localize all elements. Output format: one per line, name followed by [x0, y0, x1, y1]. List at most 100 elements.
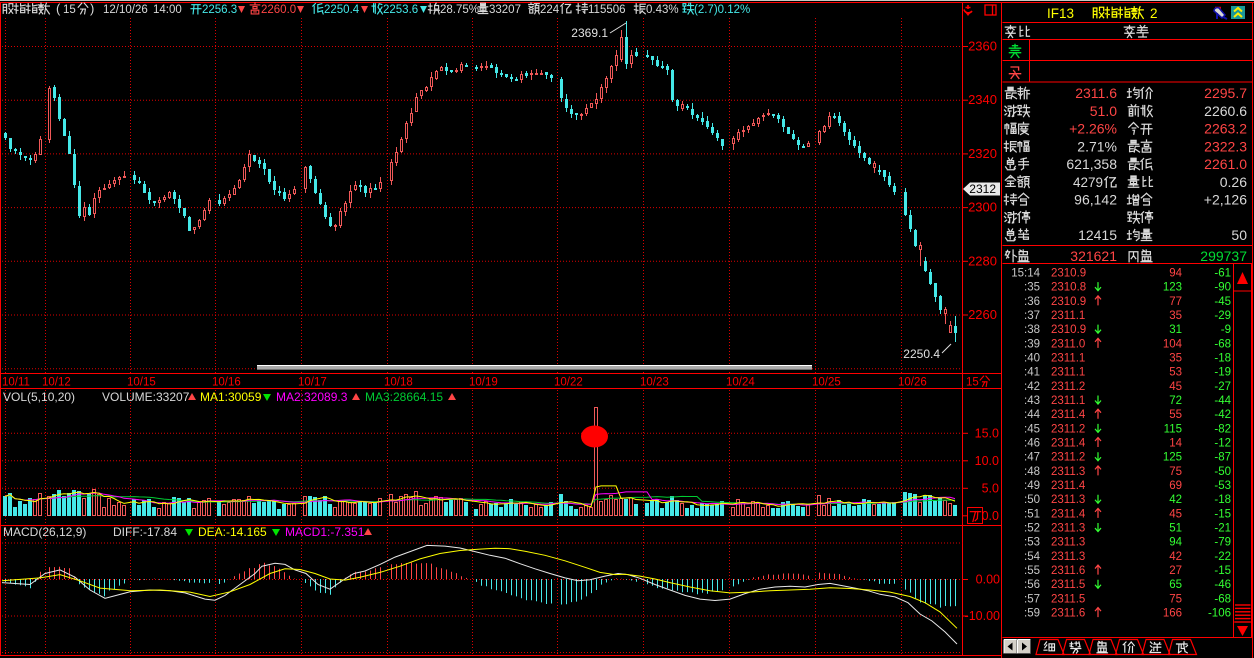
- svg-text:2311.3: 2311.3: [1051, 523, 1085, 535]
- svg-text:2311.4: 2311.4: [1051, 438, 1086, 450]
- svg-text:53: 53: [1169, 367, 1182, 379]
- svg-text:2320: 2320: [968, 146, 997, 161]
- svg-text:55: 55: [1169, 409, 1182, 421]
- svg-text:-44: -44: [1214, 395, 1231, 407]
- svg-text:-21: -21: [1214, 523, 1231, 535]
- svg-text:65: 65: [1169, 579, 1182, 591]
- svg-text:10.0: 10.0: [975, 454, 999, 468]
- svg-text:2340: 2340: [968, 92, 997, 107]
- svg-text:2.71%: 2.71%: [1077, 138, 1117, 154]
- svg-text:35: 35: [1169, 353, 1182, 365]
- svg-text:-19: -19: [1214, 367, 1231, 379]
- svg-text:15: 15: [966, 377, 979, 389]
- svg-text:12415: 12415: [1078, 227, 1117, 243]
- svg-text:77: 77: [1169, 296, 1182, 308]
- svg-text::55: :55: [1024, 565, 1040, 577]
- svg-text:2261.0: 2261.0: [1204, 156, 1247, 172]
- svg-text:2280: 2280: [968, 253, 997, 268]
- svg-text::47: :47: [1024, 452, 1040, 464]
- svg-text:-82: -82: [1214, 423, 1231, 435]
- svg-text::40: :40: [1024, 353, 1040, 365]
- svg-text:2322.3: 2322.3: [1204, 138, 1247, 154]
- svg-text:5.0: 5.0: [982, 481, 999, 495]
- svg-text:2311.6: 2311.6: [1075, 85, 1117, 101]
- svg-text:(: (: [56, 1, 61, 16]
- svg-text:15: 15: [63, 4, 76, 16]
- svg-text:10/23: 10/23: [640, 377, 669, 389]
- svg-text:2311.5: 2311.5: [1051, 579, 1085, 591]
- svg-text:15:14: 15:14: [1011, 268, 1040, 280]
- svg-text::46: :46: [1024, 438, 1040, 450]
- svg-text::41: :41: [1024, 367, 1040, 379]
- svg-text:2311.3: 2311.3: [1051, 537, 1085, 549]
- svg-text:123: 123: [1163, 282, 1182, 294]
- svg-text:72: 72: [1169, 395, 1182, 407]
- svg-text::56: :56: [1024, 579, 1040, 591]
- svg-text:10/24: 10/24: [726, 377, 755, 389]
- svg-text:10/16: 10/16: [212, 377, 241, 389]
- svg-text:2311.0: 2311.0: [1051, 338, 1085, 350]
- svg-text::36: :36: [1024, 296, 1040, 308]
- svg-text::57: :57: [1024, 593, 1040, 605]
- svg-text:MA2:32089.3: MA2:32089.3: [276, 390, 348, 404]
- svg-text::50: :50: [1024, 494, 1040, 506]
- svg-text:DEA:-14.165: DEA:-14.165: [198, 525, 267, 539]
- svg-text:51.0: 51.0: [1090, 103, 1117, 119]
- svg-text:125: 125: [1163, 452, 1182, 464]
- svg-text:10/26: 10/26: [898, 377, 927, 389]
- svg-text:2311.1: 2311.1: [1051, 395, 1085, 407]
- svg-text::52: :52: [1024, 523, 1040, 535]
- svg-text:10/12: 10/12: [42, 377, 71, 389]
- svg-text:321621: 321621: [1070, 248, 1117, 264]
- svg-text:42: 42: [1169, 494, 1182, 506]
- svg-text:2250.4: 2250.4: [324, 4, 360, 16]
- svg-text:-50: -50: [1214, 466, 1231, 478]
- svg-text:-61: -61: [1214, 268, 1231, 280]
- svg-text:-22: -22: [1214, 551, 1231, 563]
- svg-text:42: 42: [1169, 551, 1182, 563]
- svg-text:MACD1:-7.351: MACD1:-7.351: [285, 525, 365, 539]
- svg-text:51: 51: [1169, 523, 1182, 535]
- svg-text:94: 94: [1169, 268, 1182, 280]
- svg-text:2295.7: 2295.7: [1204, 85, 1247, 101]
- svg-text::39: :39: [1024, 338, 1040, 350]
- svg-text:-106: -106: [1208, 608, 1231, 620]
- svg-text:0.26: 0.26: [1220, 174, 1247, 190]
- svg-text:2311.3: 2311.3: [1051, 551, 1085, 563]
- svg-text:2250.4: 2250.4: [903, 347, 940, 361]
- svg-text:-12: -12: [1214, 438, 1231, 450]
- svg-text:2310.9: 2310.9: [1051, 268, 1086, 280]
- svg-text:69: 69: [1169, 480, 1182, 492]
- svg-text:0.0: 0.0: [982, 509, 999, 523]
- svg-text:-18: -18: [1214, 353, 1231, 365]
- svg-text:10/11: 10/11: [2, 377, 30, 389]
- svg-text::59: :59: [1024, 608, 1040, 620]
- svg-text:35: 35: [1169, 310, 1182, 322]
- svg-text:2253.6: 2253.6: [383, 4, 418, 16]
- svg-text:299737: 299737: [1200, 248, 1247, 264]
- svg-text:4279: 4279: [1073, 175, 1103, 190]
- svg-text:2369.1: 2369.1: [571, 26, 608, 40]
- svg-text:VOLUME:33207: VOLUME:33207: [102, 390, 190, 404]
- svg-text:2311.4: 2311.4: [1051, 409, 1086, 421]
- svg-text:-29: -29: [1214, 310, 1231, 322]
- svg-text:621,358: 621,358: [1066, 156, 1117, 172]
- svg-text:2260.6: 2260.6: [1204, 103, 1247, 119]
- svg-text:-79: -79: [1214, 537, 1231, 549]
- svg-text:VOL(5,10,20): VOL(5,10,20): [3, 390, 75, 404]
- svg-text:-42: -42: [1214, 409, 1231, 421]
- svg-text:2260: 2260: [968, 307, 997, 322]
- svg-text::49: :49: [1024, 480, 1040, 492]
- svg-text:2311.1: 2311.1: [1051, 353, 1085, 365]
- svg-text:-18: -18: [1214, 494, 1231, 506]
- svg-text:DIFF:-17.84: DIFF:-17.84: [113, 525, 177, 539]
- svg-text:-53: -53: [1214, 480, 1231, 492]
- svg-text:115506: 115506: [588, 4, 626, 16]
- svg-text:10/15: 10/15: [127, 377, 156, 389]
- svg-text:2310.9: 2310.9: [1051, 324, 1086, 336]
- svg-text::51: :51: [1024, 508, 1040, 520]
- svg-text:104: 104: [1163, 338, 1183, 350]
- svg-text:10/17: 10/17: [298, 377, 327, 389]
- svg-text::44: :44: [1024, 409, 1041, 421]
- svg-text::38: :38: [1024, 324, 1040, 336]
